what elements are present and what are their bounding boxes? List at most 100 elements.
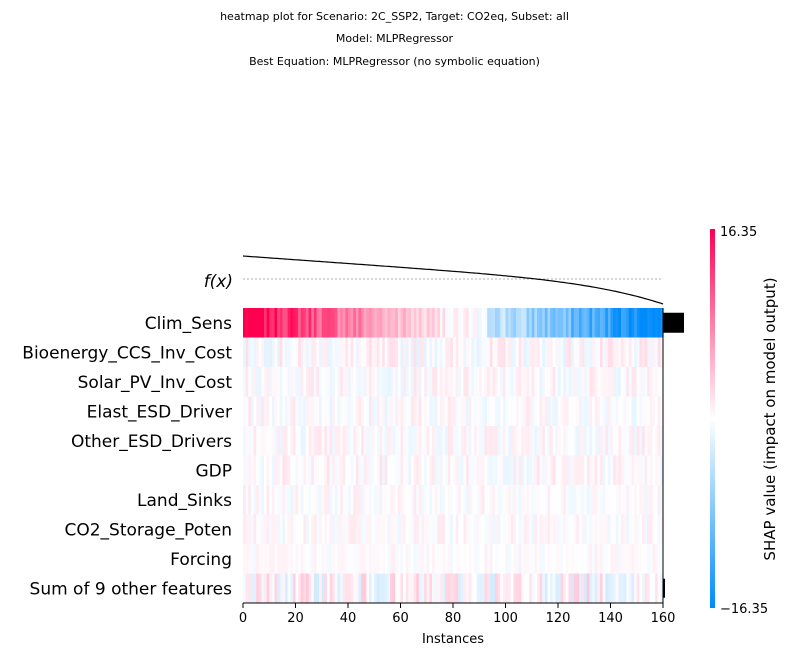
heatmap-cell	[243, 573, 247, 603]
heatmap-cell	[615, 396, 619, 426]
heatmap-cell	[321, 308, 325, 338]
heatmap-cell	[311, 544, 315, 574]
heatmap-cell	[558, 573, 562, 603]
heatmap-cell	[405, 573, 409, 603]
heatmap-cell	[626, 396, 630, 426]
heatmap-cell	[321, 367, 325, 397]
heatmap-cell	[531, 514, 535, 544]
heatmap-cell	[529, 573, 533, 603]
heatmap-cell	[526, 485, 530, 515]
x-tick-label: 100	[493, 611, 518, 626]
heatmap-cell	[405, 426, 409, 456]
heatmap-cell	[500, 426, 504, 456]
heatmap-cell	[634, 308, 638, 338]
heatmap-cell	[303, 544, 307, 574]
heatmap-cell	[647, 573, 651, 603]
feature-label: Land_Sinks	[137, 491, 232, 511]
heatmap-cell	[437, 426, 441, 456]
heatmap-cell	[274, 514, 278, 544]
heatmap-cell	[453, 396, 457, 426]
heatmap-cell	[437, 308, 441, 338]
heatmap-cell	[366, 426, 370, 456]
heatmap-cell	[655, 544, 659, 574]
heatmap-cell	[382, 308, 386, 338]
heatmap-cell	[576, 485, 580, 515]
heatmap-cell	[290, 308, 294, 338]
heatmap-cell	[628, 396, 633, 426]
heatmap-cell	[437, 337, 441, 367]
heatmap-cell	[531, 485, 535, 515]
heatmap-cell	[292, 337, 297, 367]
heatmap-cell	[558, 396, 562, 426]
heatmap-cell	[466, 308, 470, 338]
heatmap-cell	[400, 573, 404, 603]
heatmap-cell	[634, 426, 638, 456]
heatmap-cell	[649, 337, 654, 367]
heatmap-cell	[250, 514, 255, 544]
heatmap-cell	[327, 544, 331, 574]
heatmap-cell	[374, 573, 378, 603]
heatmap-cell	[327, 514, 331, 544]
heatmap-cell	[510, 485, 514, 515]
heatmap-cell	[539, 485, 543, 515]
heatmap-cell	[644, 367, 648, 397]
heatmap-cell	[505, 485, 509, 515]
heatmap-cell	[447, 337, 451, 367]
heatmap-cell	[277, 308, 281, 338]
heatmap-cell	[652, 426, 656, 456]
heatmap-cell	[287, 544, 291, 574]
heatmap-cell	[334, 426, 339, 456]
heatmap-cell	[544, 544, 549, 574]
heatmap-cell	[442, 455, 446, 485]
heatmap-cell	[563, 337, 567, 367]
heatmap-cell	[390, 544, 394, 574]
heatmap-cell	[505, 367, 509, 397]
heatmap-cell	[613, 337, 617, 367]
heatmap-cell	[429, 308, 433, 338]
heatmap-cell	[610, 573, 614, 603]
heatmap-cell	[547, 514, 551, 544]
heatmap-cell	[361, 485, 365, 515]
heatmap-cell	[600, 337, 604, 367]
heatmap-cell	[655, 396, 659, 426]
heatmap-cell	[479, 514, 483, 544]
heatmap-cell	[476, 455, 480, 485]
heatmap-cell	[497, 514, 501, 544]
heatmap-cell	[508, 455, 512, 485]
heatmap-cell	[384, 455, 388, 485]
heatmap-cell	[513, 396, 517, 426]
heatmap-cell	[350, 485, 354, 515]
heatmap-cell	[319, 308, 323, 338]
heatmap-cell	[521, 308, 525, 338]
heatmap-cell	[565, 308, 570, 338]
heatmap-cell	[439, 426, 444, 456]
heatmap-cell	[610, 337, 614, 367]
heatmap-cell	[560, 337, 564, 367]
heatmap-cell	[408, 544, 412, 574]
heatmap-cell	[463, 544, 467, 574]
heatmap-cell	[523, 514, 528, 544]
heatmap-cell	[308, 308, 312, 338]
heatmap-cell	[447, 308, 451, 338]
heatmap-cell	[597, 455, 601, 485]
heatmap-cell	[324, 396, 328, 426]
heatmap-cell	[555, 308, 559, 338]
heatmap-cell	[602, 426, 606, 456]
heatmap-cell	[544, 367, 549, 397]
heatmap-cell	[660, 367, 664, 397]
heatmap-cell	[544, 337, 549, 367]
heatmap-cell	[303, 573, 307, 603]
heatmap-cell	[602, 544, 606, 574]
heatmap-cell	[605, 573, 609, 603]
heatmap-cell	[634, 485, 638, 515]
heatmap-cell	[445, 514, 449, 544]
heatmap-cell	[602, 485, 606, 515]
heatmap-cell	[434, 573, 438, 603]
heatmap-cell	[550, 573, 554, 603]
heatmap-cell	[526, 544, 530, 574]
heatmap-cell	[453, 308, 457, 338]
heatmap-cell	[576, 367, 580, 397]
heatmap-cell	[295, 455, 299, 485]
heatmap-cell	[405, 455, 409, 485]
